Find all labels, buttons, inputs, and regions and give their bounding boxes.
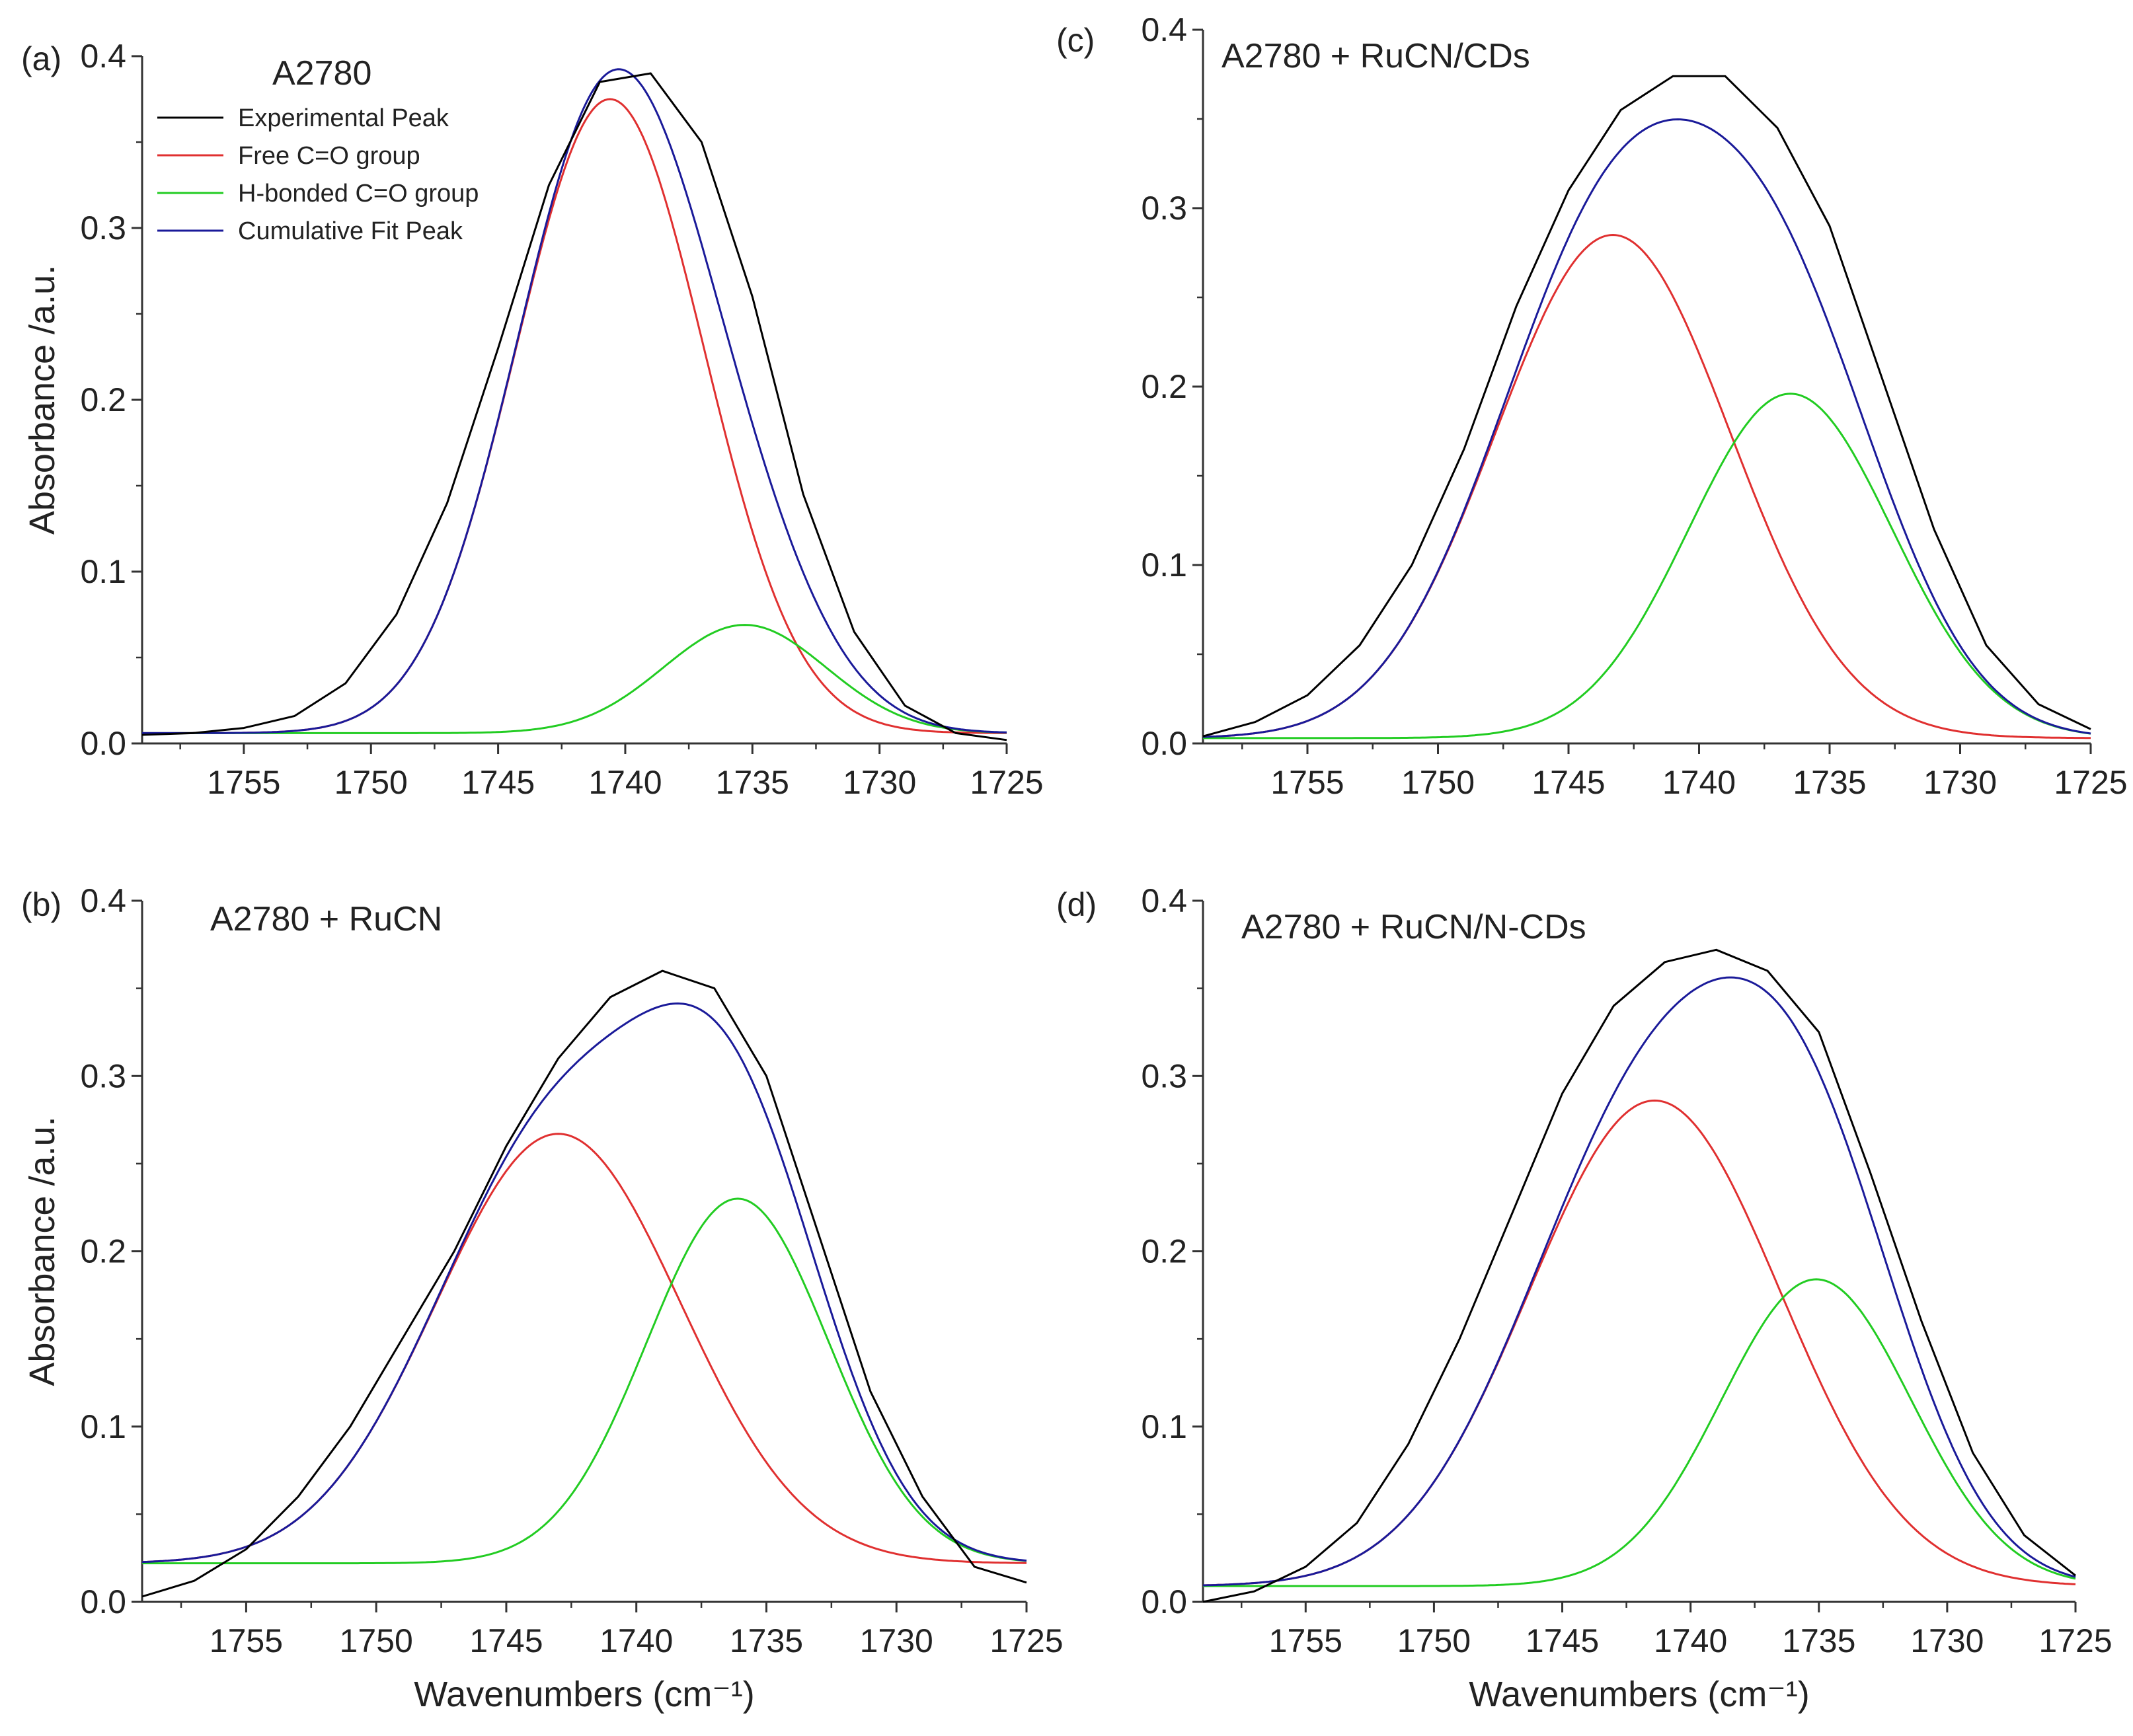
x-tick-label: 1735 [730, 1622, 803, 1659]
x-tick-label: 1740 [1662, 764, 1736, 801]
x-tick-label: 1750 [340, 1622, 413, 1659]
x-tick-label: 1745 [469, 1622, 543, 1659]
x-tick-label: 1735 [716, 764, 789, 801]
x-tick-label: 1725 [2038, 1622, 2112, 1659]
y-tick-label: 0.2 [1141, 1233, 1187, 1270]
x-tick-label: 1725 [2054, 764, 2127, 801]
y-tick-label: 0.4 [1141, 11, 1187, 48]
y-tick-label: 0.0 [1141, 1583, 1187, 1620]
y-tick-label: 0.0 [80, 725, 126, 762]
x-tick-label: 1730 [860, 1622, 933, 1659]
x-tick-label: 1735 [1782, 1622, 1855, 1659]
panel-title: A2780 + RuCN/N-CDs [1241, 908, 1586, 946]
chart-panel-d: 0.0 0.1 0.2 0.3 0.4 1755 1750 1745 1740 1735 1730 1… [1056, 882, 2113, 1714]
x-tick-label: 1755 [210, 1622, 283, 1659]
x-tick-label: 1730 [1910, 1622, 1984, 1659]
y-tick-label: 0.1 [1141, 1408, 1187, 1445]
y-tick-label: 0.4 [1141, 882, 1187, 919]
y-axis-title: Absorbance /a.u. [22, 265, 62, 535]
series-line-h-bonded-c-o-group [1203, 393, 2091, 739]
legend-label: Cumulative Fit Peak [238, 217, 463, 245]
y-tick-label: 0.1 [80, 553, 126, 590]
x-tick-label: 1740 [600, 1622, 673, 1659]
panel-letter: (a) [21, 40, 61, 77]
series-line-free-c-o-group [1202, 234, 2091, 739]
y-tick-label: 0.0 [1141, 725, 1187, 762]
x-tick-label: 1745 [1532, 764, 1605, 801]
x-tick-label: 1745 [461, 764, 535, 801]
y-axis-title: Absorbance /a.u. [22, 1116, 62, 1386]
y-tick-label: 0.2 [80, 1233, 126, 1270]
y-tick-label: 0.1 [1141, 547, 1187, 584]
y-tick-label: 0.4 [80, 38, 126, 75]
x-tick-label: 1750 [334, 764, 408, 801]
y-tick-label: 0.3 [80, 1057, 126, 1094]
legend-label: Free C=O group [238, 142, 420, 170]
x-tick-label: 1730 [1923, 764, 1997, 801]
series-line-h-bonded-c-o-group [1203, 1278, 2076, 1587]
series-line-experimental-peak [141, 72, 1007, 741]
y-tick-label: 0.4 [80, 882, 126, 919]
x-tick-label: 1725 [970, 764, 1043, 801]
series-line-free-c-o-group [1202, 1099, 2076, 1587]
x-tick-label: 1750 [1401, 764, 1475, 801]
chart-panel-c: 0.0 0.1 0.2 0.3 0.4 1755 1750 1745 1740 1735 1730 1… [1056, 11, 2128, 801]
series-line-cumulative-fit-peak [1202, 118, 2091, 738]
x-tick-label: 1740 [588, 764, 662, 801]
y-tick-label: 0.3 [80, 209, 126, 246]
x-tick-label: 1725 [989, 1622, 1063, 1659]
y-tick-label: 0.3 [1141, 1057, 1187, 1094]
x-tick-label: 1755 [1270, 764, 1344, 801]
panel-letter: (d) [1056, 886, 1097, 923]
chart-panel-a: 0.0 0.1 0.2 0.3 0.4 1755 1750 1745 1740 1735 1730 1… [21, 38, 1044, 801]
x-tick-label: 1755 [1269, 1622, 1342, 1659]
panel-title: A2780 + RuCN/CDs [1222, 37, 1530, 75]
panel-letter: (c) [1056, 22, 1095, 59]
x-tick-label: 1750 [1397, 1622, 1471, 1659]
panel-title: A2780 [272, 54, 371, 93]
x-tick-label: 1735 [1793, 764, 1866, 801]
series-line-h-bonded-c-o-group [142, 1197, 1027, 1565]
panel-title: A2780 + RuCN [210, 900, 442, 938]
legend: Experimental Peak Free C=O group H-bonded … [157, 104, 479, 245]
y-tick-label: 0.2 [1141, 368, 1187, 405]
y-tick-label: 0.2 [80, 381, 126, 418]
series-line-experimental-peak [1202, 948, 2076, 1603]
series-line-experimental-peak [1202, 75, 2091, 737]
x-tick-label: 1730 [843, 764, 916, 801]
x-axis-title: Wavenumbers (cm⁻¹) [414, 1675, 755, 1714]
x-tick-label: 1740 [1654, 1622, 1727, 1659]
legend-label: H-bonded C=O group [238, 180, 479, 208]
legend-label: Experimental Peak [238, 104, 449, 132]
y-tick-label: 0.1 [80, 1408, 126, 1445]
x-tick-label: 1755 [207, 764, 280, 801]
series-line-cumulative-fit-peak [141, 1002, 1027, 1564]
y-tick-label: 0.0 [80, 1583, 126, 1620]
series-line-cumulative-fit-peak [142, 68, 1007, 734]
y-tick-label: 0.3 [1141, 190, 1187, 227]
x-axis-title: Wavenumbers (cm⁻¹) [1469, 1675, 1810, 1714]
series-line-h-bonded-c-o-group [142, 624, 1007, 734]
panel-letter: (b) [21, 886, 61, 923]
series-line-cumulative-fit-peak [1202, 976, 2076, 1587]
chart-panel-b: 0.0 0.1 0.2 0.3 0.4 1755 1750 1745 1740 1735 1730 1… [21, 882, 1064, 1714]
series-line-experimental-peak [141, 969, 1027, 1598]
x-tick-label: 1745 [1526, 1622, 1599, 1659]
series-line-free-c-o-group [141, 1133, 1027, 1564]
